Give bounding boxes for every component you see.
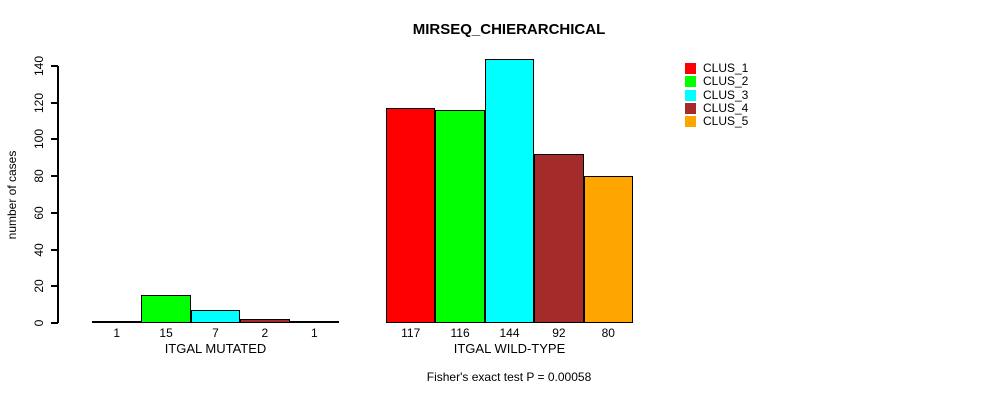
y-tick-label: 120 [32, 92, 46, 113]
bar-value-label: 144 [499, 326, 520, 340]
bar-value-label: 116 [450, 326, 470, 340]
y-tick [51, 285, 58, 288]
y-tick-label: 80 [32, 169, 46, 183]
chart-title: MIRSEQ_CHIERARCHICAL [412, 21, 606, 38]
bar-clus_4 [534, 154, 584, 323]
y-axis-label: number of cases [5, 150, 19, 240]
y-tick [51, 101, 58, 104]
bar-clus_1 [386, 108, 436, 323]
bar-value-label: 1 [310, 326, 318, 340]
bar-value-label: 1 [113, 326, 121, 340]
y-axis-line [57, 66, 59, 323]
y-tick-label: 60 [32, 206, 46, 220]
y-tick [51, 211, 58, 214]
legend-item: CLUS_5 [685, 115, 748, 128]
legend-swatch-icon [685, 63, 696, 75]
bar-value-label: 117 [401, 326, 421, 340]
legend-swatch-icon [685, 76, 696, 88]
bar-clus_2 [435, 110, 485, 323]
y-tick-label: 100 [32, 129, 46, 150]
bar-clus_5 [583, 176, 633, 323]
group-label: ITGAL WILD-TYPE [453, 341, 566, 356]
bar-clus_2 [141, 295, 191, 323]
bar-value-label: 7 [212, 326, 219, 340]
y-tick [51, 175, 58, 178]
y-tick-label: 140 [32, 55, 46, 77]
bar-value-label: 2 [261, 326, 269, 340]
legend-swatch-icon [685, 103, 696, 115]
y-tick-label: 20 [32, 279, 46, 293]
bar-value-label: 92 [552, 326, 566, 340]
legend-item: CLUS_3 [685, 89, 748, 102]
legend-item: CLUS_4 [685, 102, 748, 115]
bar-clus_4 [240, 319, 290, 323]
bar-value-label: 15 [159, 326, 173, 340]
legend-label: CLUS_3 [703, 87, 749, 102]
y-tick [51, 138, 58, 141]
bar-clus_1 [92, 321, 142, 323]
legend-item: CLUS_2 [685, 75, 748, 88]
bar-clus_3 [190, 310, 241, 323]
y-tick-label: 40 [32, 242, 46, 257]
bar-value-label: 80 [601, 326, 615, 340]
legend-swatch-icon [685, 89, 696, 101]
legend-item: CLUS_1 [685, 62, 748, 75]
y-tick-label: 0 [32, 319, 46, 327]
y-tick [51, 322, 58, 324]
annotation-text: Fisher's exact test P = 0.00058 [426, 370, 592, 384]
y-tick [51, 248, 58, 251]
bar-clus_3 [484, 58, 535, 323]
legend: CLUS_1 CLUS_2 CLUS_3 CLUS_4 CLUS_5 [685, 62, 748, 128]
group-label: ITGAL MUTATED [164, 341, 267, 356]
legend-label: CLUS_4 [703, 101, 749, 116]
legend-label: CLUS_2 [703, 74, 749, 89]
y-tick [51, 65, 58, 67]
legend-label: CLUS_1 [703, 61, 749, 76]
legend-swatch-icon [685, 116, 696, 128]
bar-clus_5 [289, 321, 339, 323]
legend-label: CLUS_5 [703, 114, 749, 129]
